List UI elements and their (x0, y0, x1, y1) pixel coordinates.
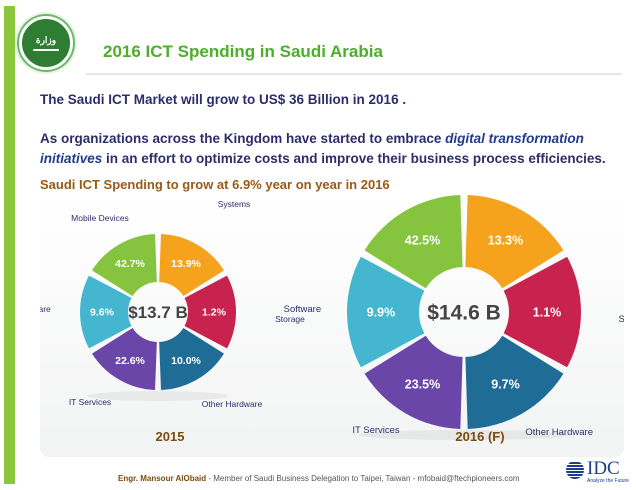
emphasis-digital-transformation: digital transformation (445, 131, 584, 146)
chart1-category-storage: Storage (275, 314, 305, 324)
chart2-segment-storage (503, 256, 581, 368)
chart1-ring-shadow (87, 391, 229, 401)
chart2-segment-mobile-devices (364, 195, 463, 289)
footer-text: - Member of Saudi Business Delegation to… (206, 474, 520, 483)
chart1-category-it-services: IT Services (69, 397, 111, 407)
footer: Engr. Mansour AlObaid - Member of Saudi … (118, 474, 519, 483)
logo-emblem: وزارة (19, 16, 73, 70)
chart1-value-storage: 1.2% (202, 307, 227, 319)
chart2-segment-other-hardware (465, 335, 564, 429)
chart1-category-other-hardware: Other Hardware (202, 399, 263, 409)
chart1-value-it-services: 22.6% (115, 355, 145, 367)
chart2-category-it-services: IT Services (352, 425, 400, 436)
chart2-value-mobile-devices: 42.5% (405, 233, 440, 247)
chart2-value-it-services: 23.5% (405, 377, 440, 391)
chart2-category-storage: Storage (619, 314, 624, 325)
chart1-segment-mobile-devices (91, 234, 157, 297)
chart-panel: 13.9% Systems 1.2% Storage 10.0% Other Hardwa… (40, 193, 624, 457)
chart1-year-label: 2015 (156, 429, 185, 444)
chart1-segment-systems (159, 234, 225, 297)
accent-bar (4, 6, 15, 484)
idc-tagline: Analyze the Future (587, 478, 629, 484)
emphasis-initiatives: initiatives (40, 151, 103, 166)
sword-icon (33, 49, 59, 51)
title-divider (86, 73, 622, 75)
chart2-segment-it-services (364, 335, 463, 429)
chart2-segment-systems (465, 195, 564, 289)
chart2-value-storage: 1.1% (533, 305, 562, 319)
chart2-center-total: $14.6 B (427, 301, 501, 324)
growth-subheading: Saudi ICT Spending to grow at 6.9% year … (40, 177, 390, 192)
chart1-value-other-hardware: 10.0% (171, 355, 201, 367)
chart2-year-label: 2016 (F) (455, 429, 504, 444)
chart2-category-mobile-devices: Mobile Devices (356, 193, 421, 196)
chart2-ring-shadow (358, 430, 570, 440)
chart1-category-mobile-devices: Mobile Devices (71, 213, 129, 223)
logo-script: وزارة (35, 35, 57, 45)
intro-paragraph: The Saudi ICT Market will grow to US$ 36… (40, 92, 407, 107)
chart1-category-software: Software (40, 304, 51, 314)
chart2-value-systems: 13.3% (488, 233, 523, 247)
chart2-value-software: 9.9% (367, 305, 396, 319)
paragraph-text: in an effort to optimize costs and impro… (102, 151, 606, 166)
chart2-segment-software (346, 256, 425, 368)
chart1-segment-it-services (91, 327, 157, 390)
paragraph-text: As organizations across the Kingdom have… (40, 131, 446, 146)
chart1-segment-software (80, 275, 132, 349)
globe-icon (566, 461, 584, 479)
chart2-value-other-hardware: 9.7% (491, 377, 520, 391)
idc-wordmark: IDC (587, 458, 620, 479)
ict-spending-charts: 13.9% Systems 1.2% Storage 10.0% Other Hardwa… (40, 193, 624, 444)
chart2-category-software: Software (284, 304, 322, 315)
chart1-segment-other-hardware (159, 327, 225, 390)
chart1-center-total: $13.7 B (128, 303, 188, 322)
footer-author: Engr. Mansour AlObaid (118, 474, 207, 483)
chart1-value-mobile-devices: 42.7% (115, 258, 145, 270)
transformation-paragraph-line1: As organizations across the Kingdom have… (40, 131, 584, 146)
chart1-segment-storage (184, 275, 236, 349)
chart1-value-software: 9.6% (90, 307, 115, 319)
chart2-category-other-hardware: Other Hardware (525, 427, 593, 438)
chart1-category-systems: Systems (218, 199, 251, 209)
page-title: 2016 ICT Spending in Saudi Arabia (103, 42, 383, 61)
transformation-paragraph-line2: initiatives in an effort to optimize cos… (40, 151, 606, 166)
chart1-value-systems: 13.9% (171, 258, 201, 270)
idc-logo: IDC Analyze the Future (566, 458, 632, 486)
ministry-logo: وزارة (15, 12, 77, 74)
